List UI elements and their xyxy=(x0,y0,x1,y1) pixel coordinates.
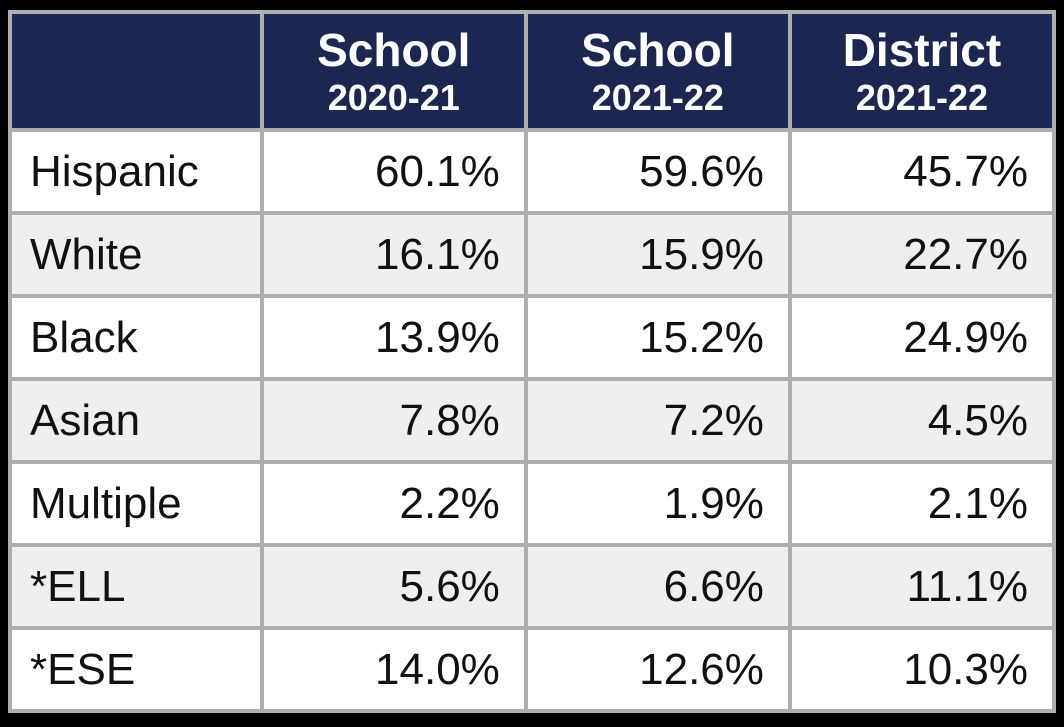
row-label: Multiple xyxy=(12,464,260,543)
column-header-title: School xyxy=(581,24,735,76)
value-cell: 59.6% xyxy=(527,132,788,211)
row-label: Black xyxy=(12,298,260,377)
row-label: *ELL xyxy=(12,547,260,626)
value-cell: 14.0% xyxy=(263,630,524,709)
value-cell: 2.1% xyxy=(791,464,1052,543)
value-cell: 24.9% xyxy=(791,298,1052,377)
value-cell: 1.9% xyxy=(527,464,788,543)
value-cell: 60.1% xyxy=(263,132,524,211)
table-row-asian: Asian 7.8% 7.2% 4.5% xyxy=(12,381,1052,460)
value-cell: 15.2% xyxy=(527,298,788,377)
value-cell: 7.2% xyxy=(527,381,788,460)
row-label: *ESE xyxy=(12,630,260,709)
value-cell: 15.9% xyxy=(527,215,788,294)
value-cell: 10.3% xyxy=(791,630,1052,709)
column-header-title: District xyxy=(842,24,1002,76)
column-header-year: 2020-21 xyxy=(327,77,460,118)
table-row-ese: *ESE 14.0% 12.6% 10.3% xyxy=(12,630,1052,709)
column-header-district-2021-22: District 2021-22 xyxy=(791,14,1052,128)
column-header-school-2021-22: School 2021-22 xyxy=(527,14,788,128)
value-cell: 45.7% xyxy=(791,132,1052,211)
header-corner-cell xyxy=(12,14,260,128)
value-cell: 11.1% xyxy=(791,547,1052,626)
header-row: School 2020-21 School 2021-22 District 2… xyxy=(12,14,1052,128)
column-header-year: 2021-22 xyxy=(855,77,988,118)
column-header-year: 2021-22 xyxy=(591,77,724,118)
table-row-white: White 16.1% 15.9% 22.7% xyxy=(12,215,1052,294)
table-header: School 2020-21 School 2021-22 District 2… xyxy=(12,14,1052,128)
value-cell: 2.2% xyxy=(263,464,524,543)
table-body: Hispanic 60.1% 59.6% 45.7% White 16.1% 1… xyxy=(12,132,1052,709)
value-cell: 6.6% xyxy=(527,547,788,626)
row-label: Hispanic xyxy=(12,132,260,211)
value-cell: 16.1% xyxy=(263,215,524,294)
row-label: White xyxy=(12,215,260,294)
table-row-ell: *ELL 5.6% 6.6% 11.1% xyxy=(12,547,1052,626)
table-row-multiple: Multiple 2.2% 1.9% 2.1% xyxy=(12,464,1052,543)
column-header-title: School xyxy=(317,24,471,76)
value-cell: 7.8% xyxy=(263,381,524,460)
table-row-black: Black 13.9% 15.2% 24.9% xyxy=(12,298,1052,377)
value-cell: 5.6% xyxy=(263,547,524,626)
value-cell: 13.9% xyxy=(263,298,524,377)
demographics-table: School 2020-21 School 2021-22 District 2… xyxy=(8,10,1056,713)
column-header-school-2020-21: School 2020-21 xyxy=(263,14,524,128)
value-cell: 4.5% xyxy=(791,381,1052,460)
value-cell: 12.6% xyxy=(527,630,788,709)
table-row-hispanic: Hispanic 60.1% 59.6% 45.7% xyxy=(12,132,1052,211)
value-cell: 22.7% xyxy=(791,215,1052,294)
row-label: Asian xyxy=(12,381,260,460)
